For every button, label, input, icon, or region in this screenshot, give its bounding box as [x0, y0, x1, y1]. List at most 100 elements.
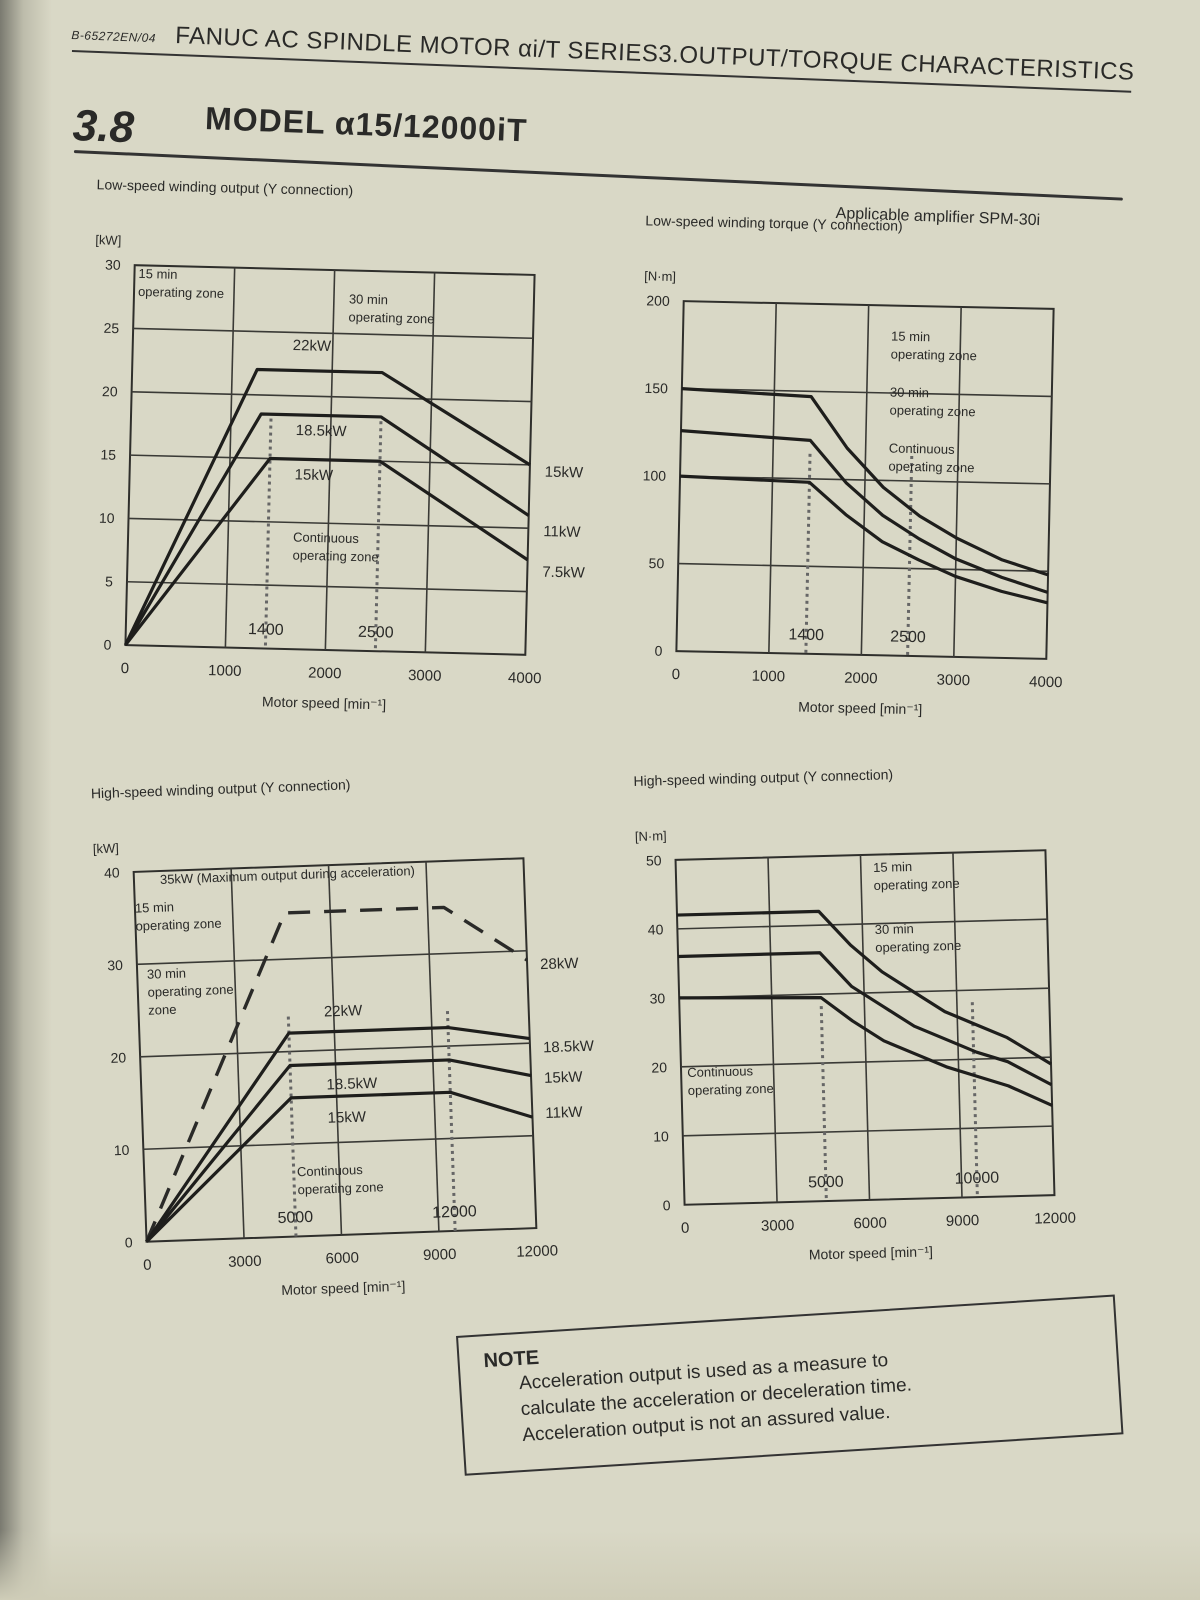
zone-label: operating zone	[688, 1081, 774, 1098]
plot-frame	[674, 849, 1056, 1206]
zone-label: 15 min	[873, 859, 912, 875]
zone-label: 15 min	[891, 329, 930, 345]
grid-line-horizontal	[680, 475, 1050, 485]
value-label: 11kW	[543, 523, 581, 541]
series-line-1	[681, 387, 1049, 577]
zone-label: operating zone	[873, 876, 959, 893]
chart-group: Low-speed winding output (Y connection) […	[95, 176, 586, 712]
value-label: 15kW	[294, 466, 334, 484]
speed-marker-label: 12000	[432, 1203, 477, 1222]
grid-line-horizontal	[133, 327, 534, 340]
zone-label: 15 min	[135, 899, 175, 915]
series-line-1	[123, 367, 531, 646]
x-tick-label: 3000	[936, 672, 970, 690]
value-label: 22kW	[324, 1002, 364, 1020]
grid-line-horizontal	[677, 918, 1048, 930]
speed-marker-label: 5000	[808, 1174, 844, 1192]
x-tick-label: 3000	[228, 1253, 262, 1271]
speed-marker-label: 5000	[277, 1209, 313, 1227]
speed-marker-line	[286, 1016, 298, 1237]
y-tick-label: 150	[644, 380, 668, 396]
value-label: 15kW	[327, 1108, 367, 1126]
book-binding-shadow	[0, 0, 52, 1600]
x-tick-label: 9000	[423, 1246, 457, 1264]
series-line-3	[679, 996, 1053, 1107]
speed-marker-label: 1400	[788, 626, 824, 644]
running-header-title: FANUC AC SPINDLE MOTOR αi/T SERIES3.OUTP…	[174, 21, 1135, 86]
chart-group: High-speed winding output (Y connection)…	[91, 776, 595, 1298]
x-axis-label: Motor speed [min⁻¹]	[281, 1278, 406, 1298]
speed-marker-label: 2500	[358, 624, 394, 642]
y-tick-label: 15	[100, 446, 116, 462]
zone-label: Continuous	[889, 440, 956, 456]
speed-marker-label: 2500	[890, 629, 926, 647]
doc-code: B-65272EN/04	[71, 27, 157, 46]
grid-line-horizontal	[680, 1056, 1051, 1068]
y-tick-label: 40	[104, 864, 120, 881]
speed-marker-line	[970, 1002, 979, 1198]
zone-label: operating zone	[889, 403, 975, 420]
speed-marker-line	[445, 1010, 457, 1231]
y-tick-label: 10	[653, 1128, 669, 1144]
x-tick-label: 3000	[761, 1217, 795, 1235]
grid-line-horizontal	[143, 1134, 534, 1151]
grid-line-horizontal	[681, 387, 1052, 398]
x-tick-label: 0	[672, 666, 681, 683]
zone-label: operating zone	[297, 1179, 383, 1197]
zone-label: Continuous	[293, 529, 360, 546]
value-label: 18.5kW	[543, 1038, 595, 1057]
x-tick-label: 3000	[408, 667, 442, 685]
zone-label: 30 min	[349, 291, 388, 307]
x-tick-label: 12000	[516, 1242, 558, 1260]
x-tick-label: 0	[681, 1220, 690, 1237]
zone-label: zone	[148, 1002, 177, 1018]
zone-label: operating zone	[138, 284, 224, 301]
section-title: MODEL α15/12000iT	[204, 100, 529, 149]
zone-label: operating zone	[147, 982, 233, 1000]
value-label: 22kW	[293, 337, 333, 355]
value-label: 28kW	[540, 955, 580, 973]
chart-low-speed-output: Low-speed winding output (Y connection) […	[95, 176, 586, 712]
chart-group: Low-speed winding torque (Y connection) […	[643, 212, 1063, 718]
chart-title: Low-speed winding output (Y connection)	[96, 176, 353, 198]
x-tick-label: 12000	[1034, 1210, 1076, 1228]
x-tick-label: 6000	[853, 1214, 887, 1232]
y-unit-label: [kW]	[95, 232, 121, 248]
grid-line-horizontal	[682, 1125, 1053, 1137]
y-tick-label: 0	[125, 1234, 134, 1250]
value-label: 18.5kW	[296, 422, 348, 440]
section-number: 3.8	[71, 100, 135, 153]
speed-marker-line	[819, 1006, 828, 1202]
x-tick-label: 0	[143, 1257, 152, 1274]
series-line-3	[124, 456, 529, 647]
x-tick-label: 4000	[1029, 673, 1063, 691]
value-label: 11kW	[545, 1104, 584, 1122]
x-tick-label: 2000	[844, 670, 878, 688]
zone-label: operating zone	[875, 938, 961, 955]
x-axis-label: Motor speed [min⁻¹]	[262, 693, 386, 712]
y-unit-label: [N·m]	[644, 268, 676, 284]
series-line-2	[124, 412, 530, 646]
x-tick-label: 2000	[308, 665, 342, 683]
zone-label: operating zone	[348, 309, 434, 326]
y-tick-label: 30	[107, 957, 123, 974]
value-label: 15kW	[545, 464, 585, 482]
zone-label: operating zone	[292, 547, 378, 564]
y-tick-label: 20	[651, 1059, 667, 1075]
x-tick-label: 4000	[508, 669, 542, 687]
x-tick-label: 6000	[325, 1249, 359, 1267]
zone-label: operating zone	[891, 347, 977, 364]
x-axis-label: Motor speed [min⁻¹]	[798, 699, 922, 718]
value-label: 18.5kW	[326, 1075, 378, 1094]
speed-marker-label: 1400	[248, 621, 284, 639]
grid-line-horizontal	[126, 580, 527, 593]
speed-marker-label: 10000	[954, 1170, 999, 1188]
chart-title: Low-speed winding torque (Y connection)	[645, 212, 903, 233]
grid-line-vertical	[952, 852, 963, 1198]
series-line-1	[676, 909, 1052, 1066]
y-tick-label: 10	[114, 1142, 130, 1159]
speed-marker-line	[373, 421, 383, 652]
zone-label: 30 min	[147, 965, 187, 981]
y-tick-label: 30	[649, 990, 665, 1006]
x-tick-label: 0	[120, 660, 129, 677]
